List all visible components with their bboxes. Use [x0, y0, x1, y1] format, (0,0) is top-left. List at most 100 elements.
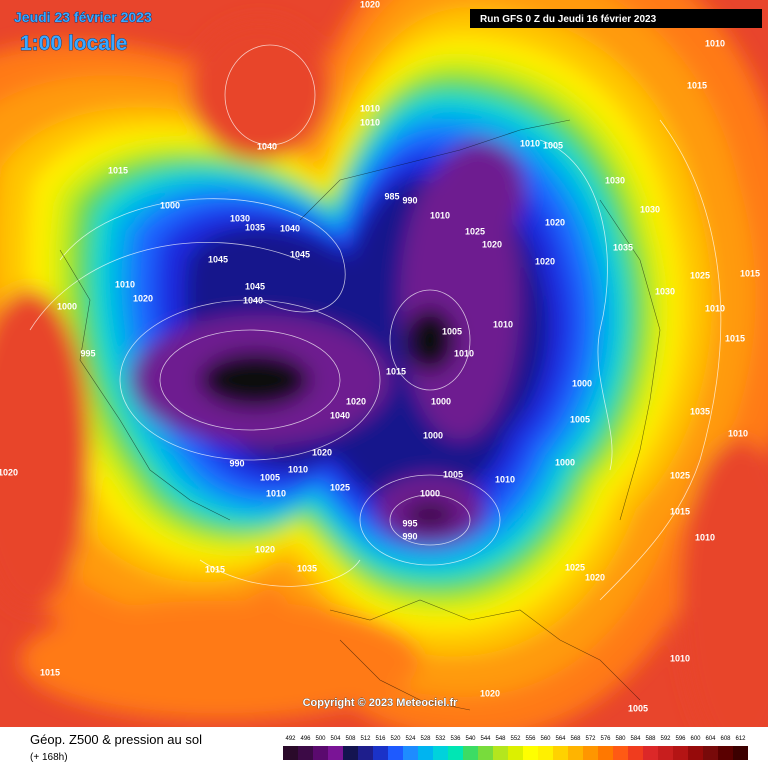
isobar-label: 1025 [690, 270, 710, 280]
isobar-label: 1045 [290, 249, 310, 259]
isobar-label: 1010 [695, 532, 715, 542]
isobar-label: 1010 [705, 303, 725, 313]
isobar-label: 1020 [535, 256, 555, 266]
isobar-label: 1030 [655, 286, 675, 296]
isobar-label: 1010 [360, 103, 380, 113]
scale-label: 608 [720, 736, 731, 742]
scale-label: 600 [690, 736, 701, 742]
isobar-label: 1010 [670, 653, 690, 663]
scale-swatch [493, 746, 508, 760]
isobar-label: 1035 [245, 222, 265, 232]
warm-ridge [680, 440, 768, 727]
scale-label: 492 [285, 736, 296, 742]
scale-swatch [373, 746, 388, 760]
warm-ridge [0, 290, 90, 610]
scale-label: 552 [510, 736, 521, 742]
isobar-label: 1010 [430, 210, 450, 220]
scale-label: 604 [705, 736, 716, 742]
isobar-label: 1000 [572, 378, 592, 388]
isobar-label: 1005 [543, 140, 563, 150]
isobar-label: 1020 [545, 217, 565, 227]
scale-swatch [703, 746, 718, 760]
isobar-label: 1030 [640, 204, 660, 214]
isobar-label: 1015 [108, 165, 128, 175]
scale-swatch [343, 746, 358, 760]
isobar-label: 1015 [725, 333, 745, 343]
isobar-label: 1000 [57, 301, 77, 311]
isobar-label: 1010 [266, 488, 286, 498]
isobar-label: 1000 [423, 430, 443, 440]
scale-swatch [328, 746, 343, 760]
isobar-label: 990 [402, 195, 417, 205]
isobar-label: 1005 [442, 326, 462, 336]
scale-label: 508 [345, 736, 356, 742]
scale-swatch [298, 746, 313, 760]
scale-label: 524 [405, 736, 416, 742]
run-info: Run GFS 0 Z du Jeudi 16 février 2023 [480, 14, 657, 25]
scale-swatch [538, 746, 553, 760]
warm-ridge [190, 20, 330, 160]
isobar-label: 1005 [443, 469, 463, 479]
isobar-label: 1005 [628, 703, 648, 713]
isobar-label: 1035 [613, 242, 633, 252]
scale-swatch [418, 746, 433, 760]
scale-label: 536 [450, 736, 461, 742]
scale-label: 528 [420, 736, 431, 742]
scale-label: 612 [735, 736, 746, 742]
scale-label: 532 [435, 736, 446, 742]
scale-swatch [553, 746, 568, 760]
isobar-label: 1040 [280, 223, 300, 233]
copyright: Copyright © 2023 Meteociel.fr [303, 697, 459, 709]
coastlines [59, 119, 661, 711]
isobar-label: 1005 [260, 472, 280, 482]
scale-label: 556 [525, 736, 536, 742]
isobar-label: 1035 [297, 563, 317, 573]
isobar-label: 1010 [360, 117, 380, 127]
scale-swatch [643, 746, 658, 760]
scale-swatch [523, 746, 538, 760]
scale-label: 588 [645, 736, 656, 742]
scale-swatch [283, 746, 298, 760]
isobar-label: 1020 [360, 0, 380, 9]
isobar-label: 1010 [493, 319, 513, 329]
isobar-label: 1020 [0, 467, 18, 477]
scale-swatch [628, 746, 643, 760]
isobar-label: 1045 [245, 281, 265, 291]
scale-label: 516 [375, 736, 386, 742]
isobar-label: 1020 [346, 396, 366, 406]
isobar-label: 1005 [570, 414, 590, 424]
isobar-label: 1025 [465, 226, 485, 236]
scale-label: 496 [300, 736, 311, 742]
footer-title: Géop. Z500 & pression au sol [30, 732, 202, 747]
low-core [200, 352, 310, 408]
scale-label: 564 [555, 736, 566, 742]
scale-label: 596 [675, 736, 686, 742]
local-time: 1:00 locale [20, 32, 127, 55]
scale-swatch [658, 746, 673, 760]
isobar-label: 1045 [208, 254, 228, 264]
isobar-label: 1015 [205, 564, 225, 574]
isobar-label: 1020 [312, 447, 332, 457]
isobar-label: 1015 [670, 506, 690, 516]
isobar-label: 1020 [255, 544, 275, 554]
scale-label: 512 [360, 736, 371, 742]
isobar-label: 1000 [420, 488, 440, 498]
scale-swatch [388, 746, 403, 760]
scale-swatch [718, 746, 733, 760]
scale-swatch [613, 746, 628, 760]
isobar-label: 1040 [243, 295, 263, 305]
scale-label: 540 [465, 736, 476, 742]
scale-label: 500 [315, 736, 326, 742]
scale-label: 584 [630, 736, 641, 742]
scale-swatch [673, 746, 688, 760]
scale-swatch [448, 746, 463, 760]
isobar-label: 1020 [482, 239, 502, 249]
isobar-label: 985 [384, 191, 399, 201]
isobar-label: 990 [229, 458, 244, 468]
scale-swatch [433, 746, 448, 760]
scale-swatch [568, 746, 583, 760]
isobar-label: 1025 [670, 470, 690, 480]
low-core [405, 308, 455, 372]
isobar-label: 1010 [705, 38, 725, 48]
